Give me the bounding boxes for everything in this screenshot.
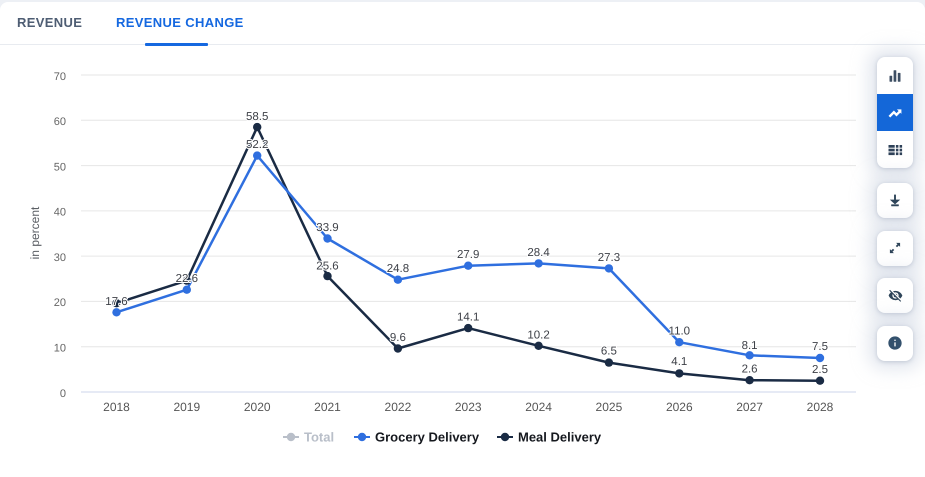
svg-text:Meal Delivery: Meal Delivery — [518, 430, 602, 445]
svg-text:in percent: in percent — [28, 206, 42, 259]
svg-text:2027: 2027 — [736, 400, 763, 414]
svg-text:2024: 2024 — [525, 400, 552, 414]
svg-text:70: 70 — [54, 71, 66, 83]
svg-text:40: 40 — [54, 207, 66, 219]
svg-text:2021: 2021 — [314, 400, 341, 414]
svg-text:30: 30 — [54, 252, 66, 264]
svg-text:14.1: 14.1 — [457, 312, 479, 324]
svg-text:Grocery Delivery: Grocery Delivery — [375, 430, 480, 445]
svg-text:58.5: 58.5 — [246, 111, 268, 123]
svg-text:Total: Total — [304, 430, 334, 445]
svg-text:2025: 2025 — [596, 400, 623, 414]
svg-text:2.6: 2.6 — [742, 364, 758, 376]
svg-text:24.8: 24.8 — [387, 263, 409, 275]
svg-text:2026: 2026 — [666, 400, 693, 414]
svg-text:2028: 2028 — [807, 400, 834, 414]
svg-text:2022: 2022 — [385, 400, 412, 414]
svg-text:2.5: 2.5 — [812, 364, 828, 376]
svg-text:6.5: 6.5 — [601, 346, 617, 358]
svg-text:33.9: 33.9 — [316, 222, 338, 234]
svg-text:52.2: 52.2 — [246, 139, 268, 151]
svg-text:2023: 2023 — [455, 400, 482, 414]
svg-text:60: 60 — [54, 116, 66, 128]
svg-text:20: 20 — [54, 297, 66, 309]
svg-text:2020: 2020 — [244, 400, 271, 414]
svg-text:4.1: 4.1 — [671, 356, 687, 368]
svg-text:50: 50 — [54, 161, 66, 173]
svg-text:10.2: 10.2 — [527, 329, 549, 341]
svg-text:22.6: 22.6 — [176, 273, 198, 285]
svg-text:7.5: 7.5 — [812, 341, 828, 353]
svg-text:9.6: 9.6 — [390, 332, 406, 344]
svg-text:8.1: 8.1 — [742, 340, 758, 352]
svg-text:2019: 2019 — [173, 400, 200, 414]
svg-text:28.4: 28.4 — [527, 247, 550, 259]
svg-text:27.9: 27.9 — [457, 249, 479, 261]
svg-text:17.6: 17.6 — [105, 296, 127, 308]
svg-text:2018: 2018 — [103, 400, 130, 414]
svg-text:0: 0 — [60, 388, 66, 400]
svg-text:10: 10 — [54, 343, 66, 355]
svg-text:27.3: 27.3 — [598, 252, 620, 264]
svg-text:25.6: 25.6 — [316, 260, 338, 272]
svg-text:11.0: 11.0 — [669, 326, 691, 338]
